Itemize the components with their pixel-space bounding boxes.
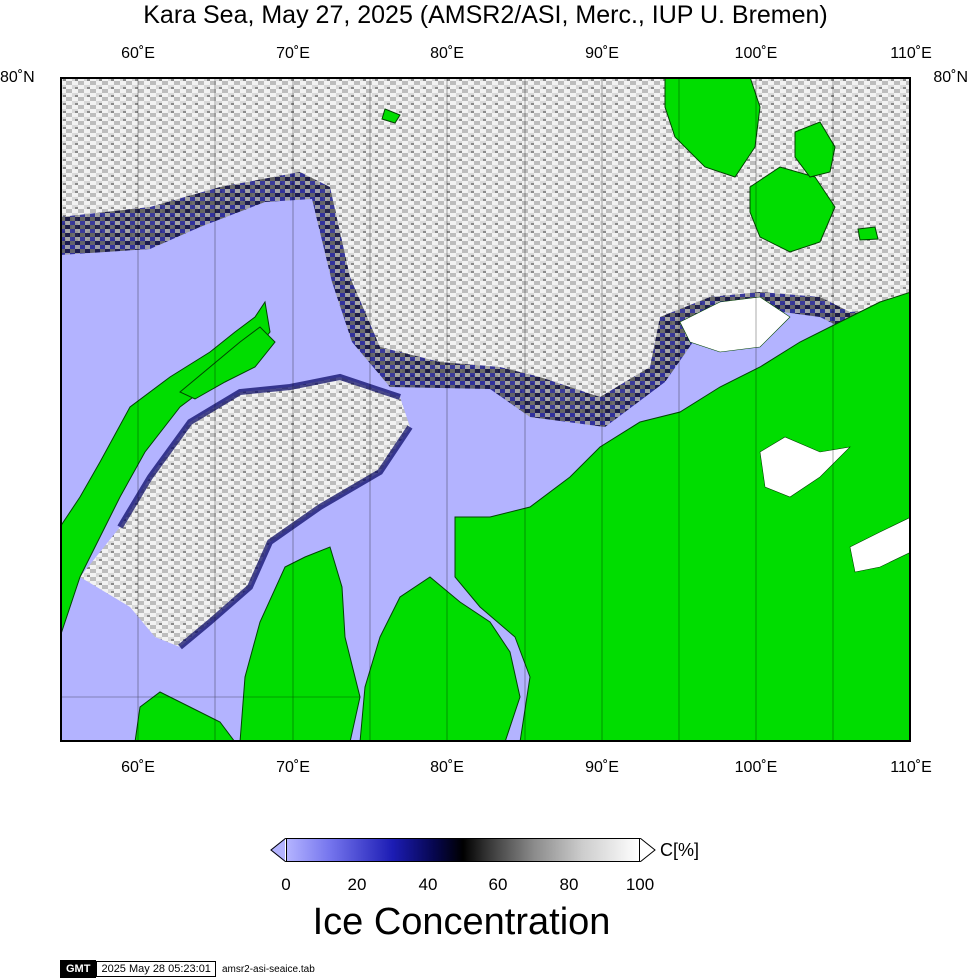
colorbar-tick-60: 60 (488, 875, 508, 894)
lon-tick-bottom-80: 80˚E (430, 759, 464, 776)
severnaya-zemlya-north (664, 77, 761, 178)
yamal-peninsula (239, 546, 361, 742)
colorbar-tick-20: 20 (347, 875, 367, 894)
lon-tick-top-90: 90˚E (585, 45, 619, 62)
severny-island (179, 326, 276, 400)
lon-tick-bottom-100: 100˚E (734, 759, 778, 776)
northeast-ice-lead (679, 296, 791, 353)
colorbar-high-arrow-outline (640, 838, 656, 862)
lon-tick-top-70: 70˚E (276, 45, 310, 62)
colorbar-tick-100: 100 (625, 875, 655, 894)
lon-tick-bottom-110: 110˚E (890, 759, 932, 776)
gmt-logo: GMT (60, 960, 97, 978)
lon-tick-bottom-90: 90˚E (585, 759, 619, 776)
timestamp: 2025 May 28 05:23:01 (96, 961, 216, 977)
severnaya-zemlya-mid (749, 166, 836, 253)
colorbar-tick-0: 0 (281, 875, 291, 894)
ice-concentration-map (60, 77, 911, 742)
graticule (60, 77, 834, 742)
lon-tick-top-110: 110˚E (890, 45, 932, 62)
colorbar-tick-80: 80 (559, 875, 579, 894)
small-island-north (381, 108, 401, 124)
southwest-ice-field (80, 377, 410, 647)
lat-tick-right-80: 80˚N (933, 69, 968, 86)
northern-pack-ice (60, 77, 911, 417)
lon-tick-bottom-60: 60˚E (121, 759, 155, 776)
gydan-peninsula (359, 576, 521, 742)
colorbar-title: Ice Concentration (312, 901, 611, 943)
lon-tick-top-60: 60˚E (121, 45, 155, 62)
khatanga-bay (849, 516, 911, 573)
colorbar (286, 838, 640, 862)
taymyr-inland-water (759, 436, 851, 498)
southwest-ice-edge (117, 373, 413, 650)
lon-tick-top-80: 80˚E (430, 45, 464, 62)
southwest-land (134, 691, 236, 742)
taymyr-land (454, 291, 911, 742)
footer: GMT 2025 May 28 05:23:01 amsr2-asi-seaic… (60, 960, 315, 978)
small-island-east (857, 226, 879, 241)
lon-tick-bottom-70: 70˚E (276, 759, 310, 776)
colorbar-high-arrow (640, 838, 655, 862)
lat-tick-left-80: 80˚N (0, 69, 35, 86)
colorbar-tick-40: 40 (418, 875, 438, 894)
colorbar-low-arrow-outline (270, 838, 286, 862)
map-title: Kara Sea, May 27, 2025 (AMSR2/ASI, Merc.… (143, 1, 828, 29)
lon-tick-top-100: 100˚E (734, 45, 778, 62)
colorbar-unit: C[%] (660, 840, 700, 860)
severnaya-zemlya-south (794, 121, 836, 178)
data-filename: amsr2-asi-seaice.tab (221, 963, 315, 975)
colorbar-low-arrow (270, 838, 285, 862)
